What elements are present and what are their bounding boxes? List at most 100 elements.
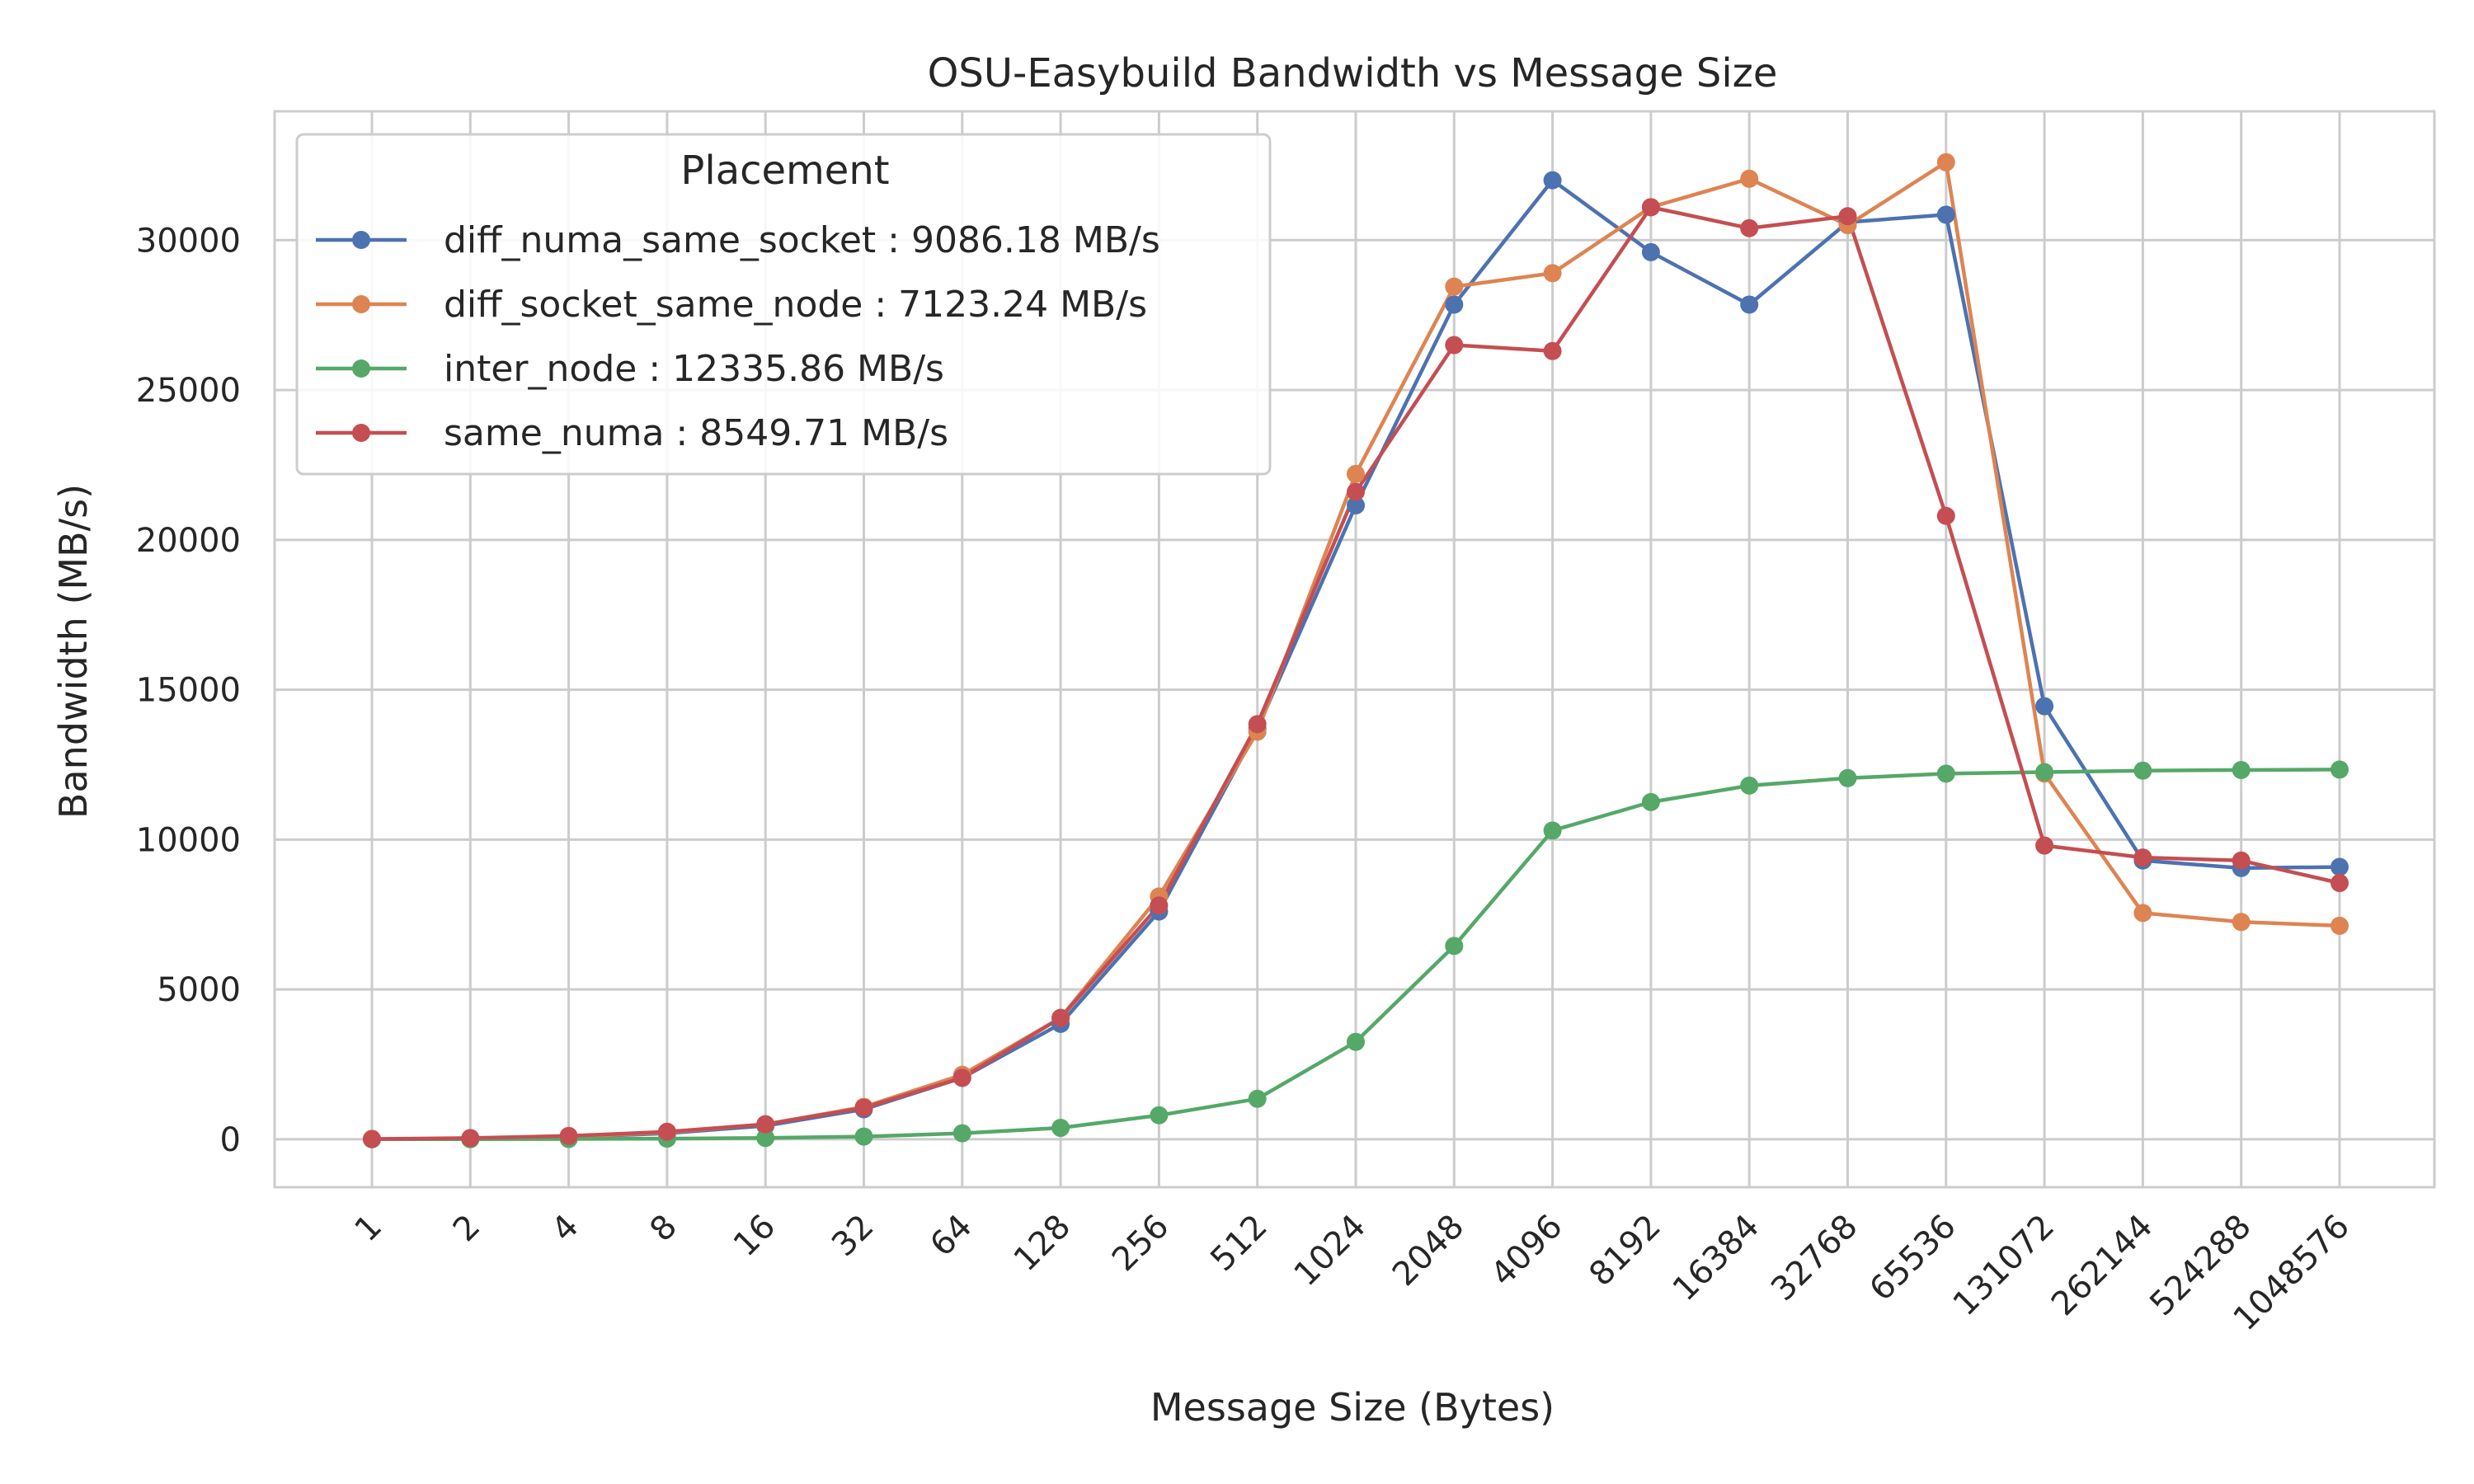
data-point — [1051, 1008, 1070, 1027]
x-tick-label: 1 — [348, 1208, 390, 1250]
y-axis-title: Bandwidth (MB/s) — [51, 484, 96, 819]
data-point — [2331, 857, 2349, 876]
data-point — [1150, 1106, 1169, 1125]
data-point — [1936, 205, 1955, 224]
data-point — [1740, 169, 1759, 188]
x-tick-label: 1024 — [1287, 1208, 1374, 1294]
x-tick-label: 262144 — [2044, 1208, 2161, 1324]
data-point — [1936, 506, 1955, 525]
x-axis-title: Message Size (Bytes) — [1150, 1385, 1554, 1430]
x-tick-label: 32768 — [1764, 1208, 1865, 1309]
x-tick-label: 128 — [1007, 1208, 1079, 1280]
data-point — [2133, 848, 2152, 867]
legend-label: inter_node : 12335.86 MB/s — [444, 348, 944, 390]
y-tick-label: 0 — [220, 1121, 241, 1159]
x-tick-label: 4 — [544, 1208, 586, 1250]
y-tick-labels: 0 5000 10000 15000 20000 25000 30000 — [136, 222, 241, 1159]
data-point — [1838, 207, 1857, 226]
data-point — [2035, 697, 2054, 716]
legend-box — [295, 133, 1272, 476]
data-point — [1347, 482, 1365, 501]
x-tick-label: 2 — [446, 1208, 488, 1250]
x-tick-label: 4096 — [1484, 1208, 1570, 1294]
data-point — [1347, 1032, 1365, 1051]
data-point — [2232, 913, 2251, 932]
data-point — [2232, 760, 2251, 779]
data-point — [1740, 295, 1759, 314]
legend-label: diff_socket_same_node : 7123.24 MB/s — [444, 284, 1147, 326]
data-point — [657, 1122, 676, 1141]
x-tick-label: 2048 — [1385, 1208, 1472, 1294]
data-point — [2331, 760, 2349, 779]
y-tick-label: 10000 — [136, 821, 241, 859]
x-tick-label: 256 — [1105, 1208, 1177, 1280]
x-tick-label: 16384 — [1666, 1208, 1767, 1309]
data-point — [1248, 715, 1267, 734]
plot-border — [273, 110, 2436, 1189]
x-tick-label: 8 — [642, 1208, 684, 1250]
legend-marker — [352, 231, 370, 249]
data-point — [1445, 277, 1464, 296]
data-point — [1838, 768, 1857, 787]
y-tick-label: 15000 — [136, 672, 241, 710]
data-point — [854, 1127, 873, 1146]
y-tick-label: 30000 — [136, 222, 241, 260]
data-point — [2331, 916, 2349, 935]
legend-marker — [352, 295, 370, 313]
legend-label: same_numa : 8549.71 MB/s — [444, 412, 948, 454]
legend-label: diff_numa_same_socket : 9086.18 MB/s — [444, 219, 1160, 261]
legend-marker — [352, 424, 370, 442]
data-point — [1740, 776, 1759, 795]
data-point — [854, 1098, 873, 1117]
legend-marker — [352, 359, 370, 378]
data-point — [1543, 341, 1562, 360]
data-point — [1641, 792, 1660, 811]
data-point — [1936, 153, 1955, 171]
data-point — [1543, 821, 1562, 840]
data-point — [952, 1068, 971, 1087]
data-point — [1936, 764, 1955, 783]
data-point — [559, 1126, 578, 1145]
data-point — [952, 1124, 971, 1143]
data-point — [1347, 464, 1365, 483]
data-point — [363, 1129, 381, 1148]
data-point — [1445, 336, 1464, 355]
data-point — [1543, 264, 1562, 283]
data-point — [1641, 198, 1660, 217]
plot-frame — [273, 110, 2436, 1189]
x-tick-label: 512 — [1203, 1208, 1275, 1280]
x-tick-label: 8192 — [1582, 1208, 1668, 1294]
legend: Placement diff_numa_same_socket : 9086.1… — [295, 133, 1272, 476]
data-point — [1150, 896, 1169, 915]
data-point — [1445, 937, 1464, 956]
data-point — [1740, 218, 1759, 237]
legend-entries: diff_numa_same_socket : 9086.18 MB/s diff… — [316, 219, 1160, 454]
data-point — [2035, 836, 2054, 855]
data-point — [2133, 761, 2152, 780]
data-point — [2133, 904, 2152, 923]
x-tick-label: 16 — [727, 1208, 783, 1265]
data-point — [2035, 763, 2054, 782]
data-point — [1543, 171, 1562, 190]
data-point — [1641, 242, 1660, 261]
x-tick-label: 32 — [825, 1208, 882, 1265]
y-tick-label: 25000 — [136, 372, 241, 410]
y-tick-label: 5000 — [157, 971, 241, 1009]
legend-title: Placement — [680, 148, 889, 194]
data-point — [1445, 295, 1464, 314]
x-tick-label: 131072 — [1946, 1208, 2062, 1324]
data-point — [1248, 1089, 1267, 1108]
data-point — [2331, 874, 2349, 893]
data-point — [2232, 851, 2251, 870]
data-point — [1051, 1119, 1070, 1138]
chart-title: OSU-Easybuild Bandwidth vs Message Size — [928, 50, 1778, 96]
data-point — [756, 1129, 775, 1148]
series-points — [363, 153, 2349, 1148]
x-tick-labels: 1 2 4 8 16 32 64 128 256 512 1024 2048 4096 819216384… — [348, 1208, 2358, 1339]
data-point — [1347, 496, 1365, 515]
x-tick-label: 64 — [923, 1208, 980, 1265]
data-point — [461, 1129, 480, 1148]
y-tick-label: 20000 — [136, 522, 241, 560]
data-point — [756, 1115, 775, 1134]
